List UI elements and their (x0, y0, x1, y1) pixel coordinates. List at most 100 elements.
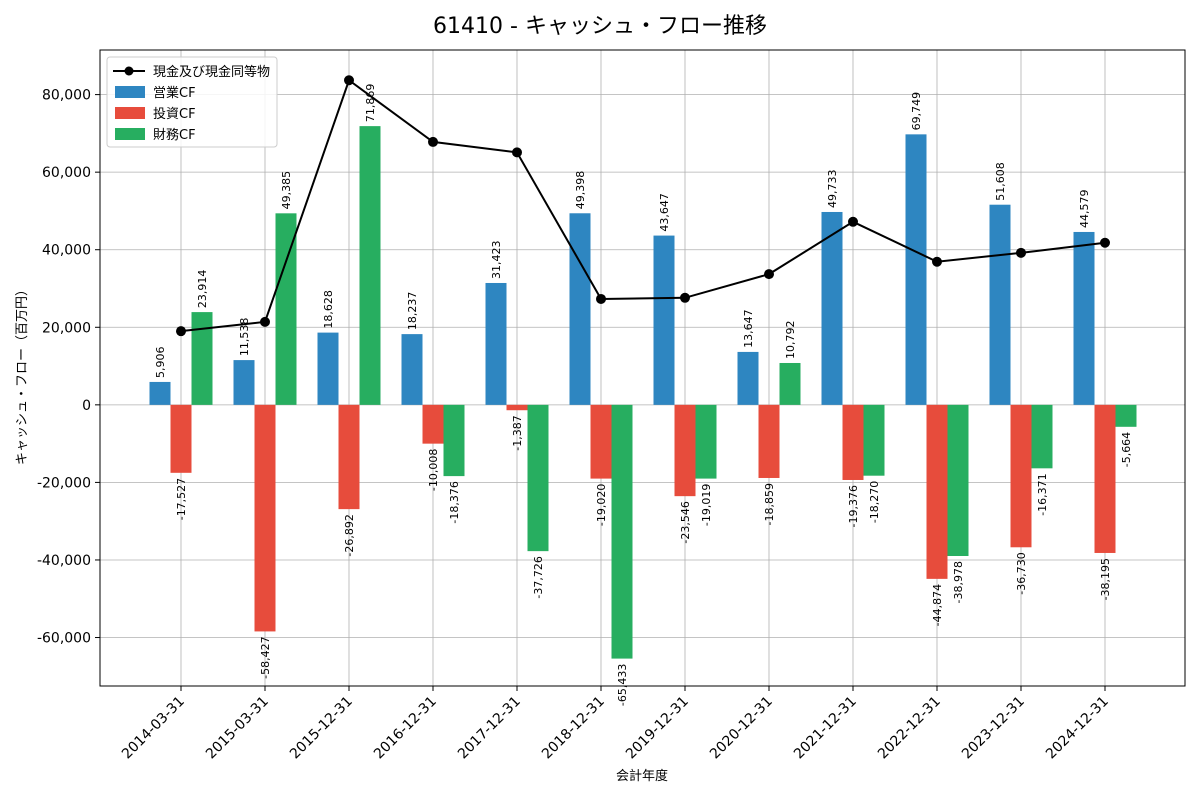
data-label: -1,387 (511, 415, 524, 450)
y-tick-label: 20,000 (42, 320, 91, 336)
y-axis-title: キャッシュ・フロー（百万円） (15, 283, 30, 465)
data-label: 18,237 (406, 292, 419, 331)
data-label: -10,008 (427, 449, 440, 491)
data-label: -18,270 (868, 481, 881, 523)
legend-label: 投資CF (153, 106, 196, 122)
legend-marker (124, 66, 134, 76)
bar-investing (338, 404, 360, 510)
data-label: 43,647 (658, 193, 671, 232)
bar-financing (527, 404, 549, 552)
bar-financing (779, 362, 801, 405)
bar-investing (758, 404, 780, 478)
bar-operating (653, 235, 675, 405)
data-label: 5,906 (154, 346, 167, 378)
x-axis-title: 会計年度 (616, 768, 668, 784)
bar-investing (170, 404, 192, 473)
cash-line-point (764, 269, 774, 280)
bar-investing (590, 404, 612, 479)
data-label: -26,892 (343, 514, 356, 556)
data-label: 13,647 (742, 309, 755, 348)
bar-investing (1094, 404, 1116, 553)
x-tick-label: 2015-12-31 (287, 694, 356, 763)
cash-line-point (1016, 247, 1026, 258)
x-tick-label: 2021-12-31 (791, 694, 860, 763)
y-tick-label: -60,000 (37, 631, 91, 647)
x-tick-label: 2020-12-31 (707, 694, 776, 763)
bar-operating (821, 211, 843, 405)
bar-operating (317, 332, 339, 405)
bar-operating (905, 134, 927, 405)
cash-line-point (428, 136, 438, 147)
bar-operating (1073, 231, 1095, 405)
legend-box (106, 56, 278, 148)
bars-layer (149, 126, 1137, 659)
cash-line-point (176, 326, 186, 337)
bar-operating (989, 204, 1011, 405)
bar-investing (506, 404, 528, 411)
bar-financing (359, 126, 381, 405)
bar-financing (695, 404, 717, 479)
legend-swatch (115, 128, 145, 140)
bar-operating (737, 351, 759, 405)
data-label: -23,546 (679, 501, 692, 543)
data-label: 31,423 (490, 240, 503, 279)
data-label: 49,398 (574, 171, 587, 210)
legend-label: 現金及び現金同等物 (153, 64, 270, 80)
data-label: -58,427 (259, 636, 272, 678)
data-label: 11,538 (238, 318, 251, 357)
data-label: 44,579 (1078, 189, 1091, 228)
cash-line-point (260, 316, 270, 327)
data-label: -18,376 (448, 481, 461, 523)
bar-financing (1031, 404, 1053, 469)
cash-line-point (932, 256, 942, 267)
legend-swatch (115, 86, 145, 98)
bar-investing (842, 404, 864, 480)
x-tick-label: 2015-03-31 (203, 694, 272, 763)
bar-operating (569, 213, 591, 405)
bar-investing (674, 404, 696, 497)
bar-financing (443, 404, 465, 477)
data-label: -38,195 (1099, 558, 1112, 600)
y-tick-label: 0 (82, 398, 91, 414)
data-label: -16,371 (1036, 473, 1049, 515)
data-label: 69,749 (910, 92, 923, 131)
x-tick-label: 2018-12-31 (539, 694, 608, 763)
bar-financing (275, 213, 297, 405)
legend-label: 営業CF (153, 85, 196, 101)
data-label: -17,527 (175, 478, 188, 520)
data-labels-layer: 5,906 11,538 18,628 18,237 31,423 49,398 43,64… (154, 84, 1133, 706)
cash-line-point (680, 292, 690, 303)
data-label: -19,020 (595, 484, 608, 526)
x-tick-label: 2024-12-31 (1043, 694, 1112, 763)
data-label: -37,726 (532, 556, 545, 598)
chart-title: 61410 - キャッシュ・フロー推移 (433, 14, 767, 39)
data-label: -5,664 (1120, 432, 1133, 467)
y-tick-label: 40,000 (42, 243, 91, 259)
y-tick-label: -20,000 (37, 475, 91, 491)
legend-swatch (115, 107, 145, 119)
bar-financing (863, 404, 885, 476)
cash-line-point (512, 147, 522, 158)
data-label: 18,628 (322, 290, 335, 329)
bar-investing (254, 404, 276, 632)
bar-investing (926, 404, 948, 579)
cash-line-point (1100, 237, 1110, 248)
data-label: -38,978 (952, 561, 965, 603)
cash-line (180, 78, 1106, 333)
bar-financing (191, 312, 213, 405)
bar-financing (947, 404, 969, 557)
x-tick-label: 2019-12-31 (623, 694, 692, 763)
data-label: -36,730 (1015, 552, 1028, 594)
data-label: -19,376 (847, 485, 860, 527)
y-tick-label: 60,000 (42, 165, 91, 181)
bar-operating (485, 282, 507, 405)
bar-operating (149, 381, 171, 405)
data-label: 49,385 (280, 171, 293, 210)
bar-financing (611, 404, 633, 659)
data-label: 10,792 (784, 320, 797, 359)
cash-line-point (848, 216, 858, 227)
x-tick-label: 2017-12-31 (455, 694, 524, 763)
